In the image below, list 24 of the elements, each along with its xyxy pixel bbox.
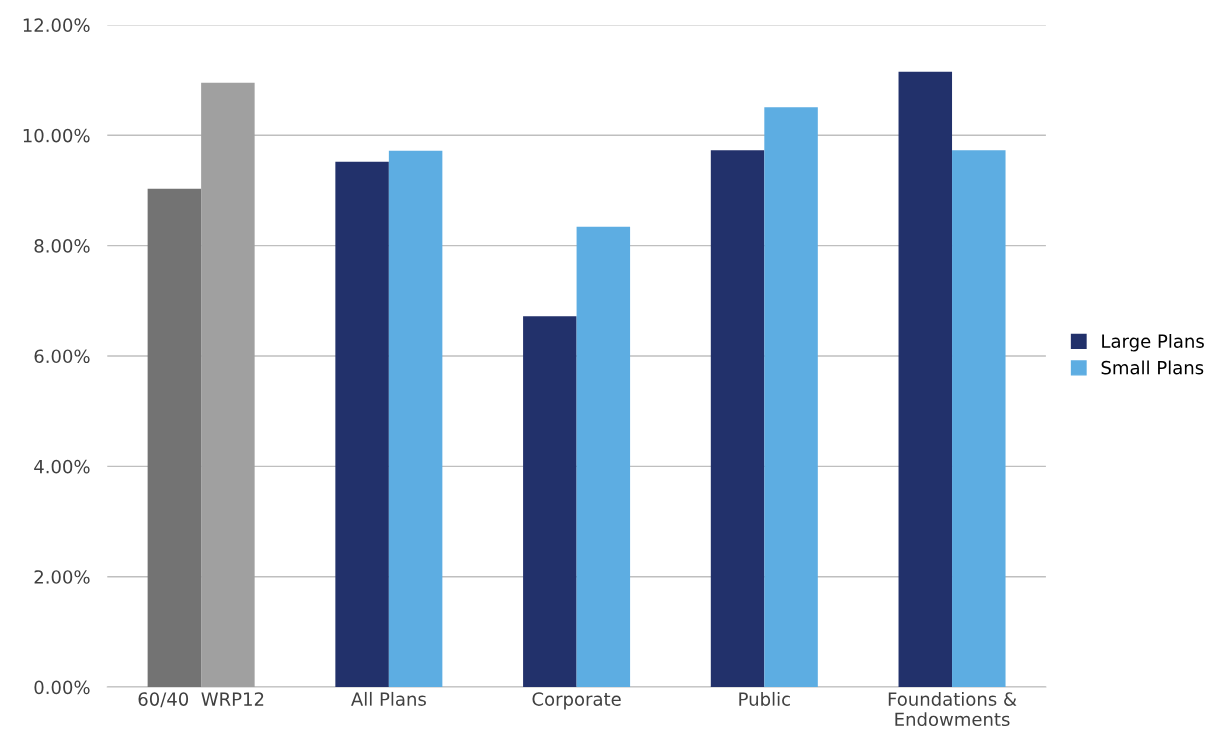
y-tick-label: 2.00% <box>34 570 90 584</box>
y-tick-label: 12.00% <box>23 18 90 33</box>
bar <box>952 150 1006 688</box>
bar <box>523 316 577 688</box>
bar <box>388 150 443 688</box>
legend-label: Large Plans <box>1102 333 1204 352</box>
legend-label: Small Plans <box>1101 360 1204 375</box>
bar <box>576 226 631 688</box>
bar <box>335 161 389 688</box>
y-tick-label: 10.00% <box>23 128 90 143</box>
y-tick-label: 4.00% <box>34 459 90 474</box>
x-tick-label: All Plans <box>351 691 426 706</box>
x-tick-label: Public <box>739 691 790 706</box>
y-tick-label: 0.00% <box>34 680 90 695</box>
bar <box>201 82 255 688</box>
x-tick-label: Corporate <box>532 692 621 710</box>
y-tick-label: 8.00% <box>34 239 90 253</box>
bar <box>764 107 818 688</box>
x-tick-label: 60/40 WRP12 <box>138 692 264 708</box>
bar <box>898 71 953 688</box>
y-tick-label: 6.00% <box>34 349 90 364</box>
x-tick-label: Foundations & Endowments <box>888 691 1017 727</box>
bar <box>147 188 202 688</box>
bar <box>710 150 765 688</box>
